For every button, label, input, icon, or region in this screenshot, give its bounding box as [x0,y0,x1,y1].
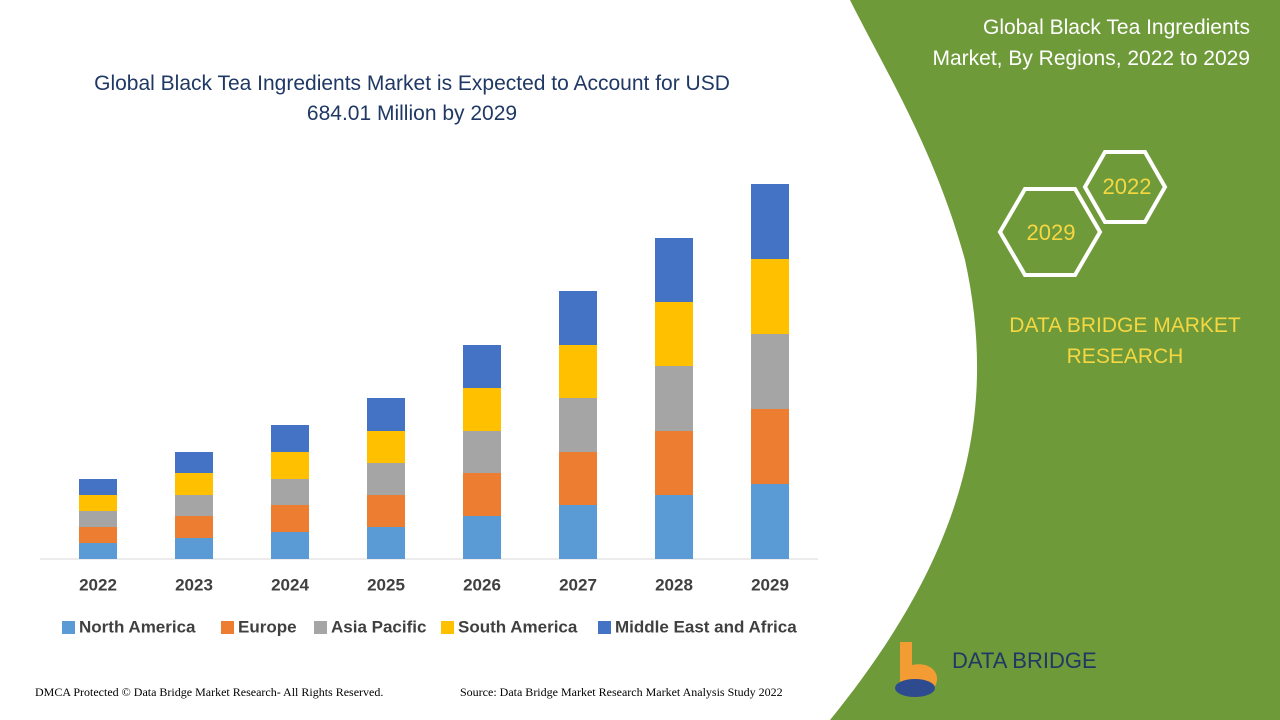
legend-swatch [598,621,611,634]
hex-label: 2029 [1027,220,1076,245]
bar-segment [367,495,405,527]
bar-segment [175,495,213,516]
bar-segment [271,532,309,559]
bar-segment [79,495,117,511]
footer-source: Source: Data Bridge Market Research Mark… [460,685,783,699]
bar-segment [559,345,597,398]
bar-segment [175,452,213,473]
legend-swatch [441,621,454,634]
bar-segment [79,511,117,527]
bar-segment [79,543,117,559]
x-tick-label: 2023 [175,575,213,594]
bar-segment [751,184,789,259]
x-tick-label: 2022 [79,575,117,594]
bar-segment [559,505,597,559]
bar-segment [367,431,405,463]
bar-segment [751,334,789,409]
side-panel-bg [830,0,1280,720]
bar-segment [463,516,501,559]
hex-label: 2022 [1103,174,1152,199]
legend-label: Europe [238,617,297,636]
legend-swatch [314,621,327,634]
bar-segment [271,479,309,505]
bar-segment [559,291,597,345]
bar-segment [751,409,789,484]
bar-segment [751,259,789,334]
legend-label: North America [79,617,196,636]
bar-segment [367,398,405,431]
bar-segment [175,516,213,538]
bar-segment [655,238,693,302]
bar-segment [559,452,597,505]
legend-swatch [221,621,234,634]
footer-copyright: DMCA Protected © Data Bridge Market Rese… [35,685,383,699]
bar-segment [367,463,405,495]
bar-segment [463,345,501,388]
bar-segment [463,431,501,473]
bar-segment [271,505,309,532]
bar-segment [79,527,117,543]
bar-segment [559,398,597,452]
bar-segment [271,425,309,452]
legend-label: South America [458,617,578,636]
x-tick-label: 2029 [751,575,789,594]
hexagon [997,187,1103,277]
bar-segment [751,484,789,559]
logo-name: DATA BRIDGE [952,648,1097,673]
brand: DATA BRIDGE MARKET RESEARCH [1009,314,1241,368]
x-tick-label: 2024 [271,575,309,594]
bar-segment [655,495,693,559]
x-tick-label: 2025 [367,575,405,594]
bar-segment [175,473,213,495]
logo-icon [895,679,935,697]
bar-segment [367,527,405,559]
bar-segment [655,431,693,495]
bar-segment [463,388,501,431]
legend-swatch [62,621,75,634]
bar-segment [79,479,117,495]
x-tick-label: 2027 [559,575,597,594]
x-tick-label: 2028 [655,575,693,594]
bar-segment [655,366,693,431]
chart-title: Global Black Tea Ingredients Market is E… [94,72,730,125]
x-tick-label: 2026 [463,575,501,594]
side-title: Global Black Tea Ingredients Market, By R… [932,16,1250,70]
bar-segment [655,302,693,366]
bar-segment [175,538,213,559]
hexagon [1082,150,1168,224]
bar-segment [463,473,501,516]
legend-label: Middle East and Africa [615,617,797,636]
bar-segment [271,452,309,479]
legend-label: Asia Pacific [331,617,426,636]
